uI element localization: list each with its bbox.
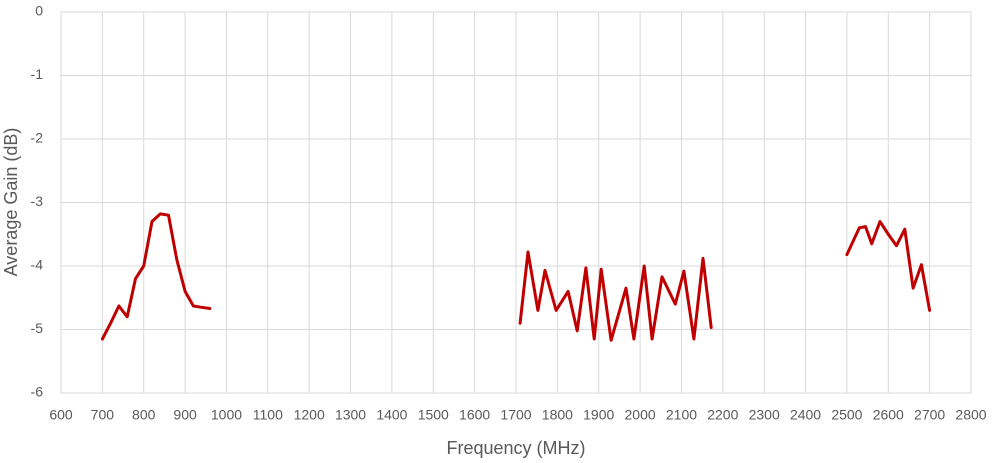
x-tick-label: 1000 — [211, 407, 242, 423]
y-tick-label: -6 — [31, 384, 44, 400]
x-tick-label: 1200 — [294, 407, 325, 423]
x-tick-label: 2700 — [914, 407, 945, 423]
y-axis-title: Average Gain (dB) — [1, 128, 21, 277]
x-tick-label: 2800 — [955, 407, 986, 423]
x-tick-label: 2300 — [749, 407, 780, 423]
x-tick-label: 1500 — [418, 407, 449, 423]
x-tick-label: 2600 — [873, 407, 904, 423]
data-line — [100, 212, 932, 342]
x-tick-label: 1800 — [542, 407, 573, 423]
x-tick-label: 900 — [173, 407, 197, 423]
x-tick-label: 2100 — [666, 407, 697, 423]
y-tick-label: -3 — [31, 193, 44, 209]
y-tick-label: -1 — [31, 66, 44, 82]
x-tick-label: 2400 — [790, 407, 821, 423]
x-tick-label: 1700 — [500, 407, 531, 423]
x-tick-label: 2500 — [831, 407, 862, 423]
x-tick-label: 800 — [132, 407, 156, 423]
x-tick-label: 2000 — [625, 407, 656, 423]
x-tick-label: 700 — [91, 407, 115, 423]
x-tick-label: 1600 — [459, 407, 490, 423]
x-tick-label: 1300 — [335, 407, 366, 423]
x-tick-label: 600 — [49, 407, 73, 423]
x-tick-label: 1900 — [583, 407, 614, 423]
x-tick-label: 1400 — [376, 407, 407, 423]
y-tick-label: 0 — [35, 3, 43, 19]
x-tick-label: 2200 — [707, 407, 738, 423]
y-tick-label: -2 — [31, 130, 44, 146]
x-axis-title: Frequency (MHz) — [446, 438, 585, 458]
x-tick-label: 1100 — [253, 407, 283, 423]
y-tick-label: -4 — [31, 257, 44, 273]
y-tick-label: -5 — [31, 320, 44, 336]
